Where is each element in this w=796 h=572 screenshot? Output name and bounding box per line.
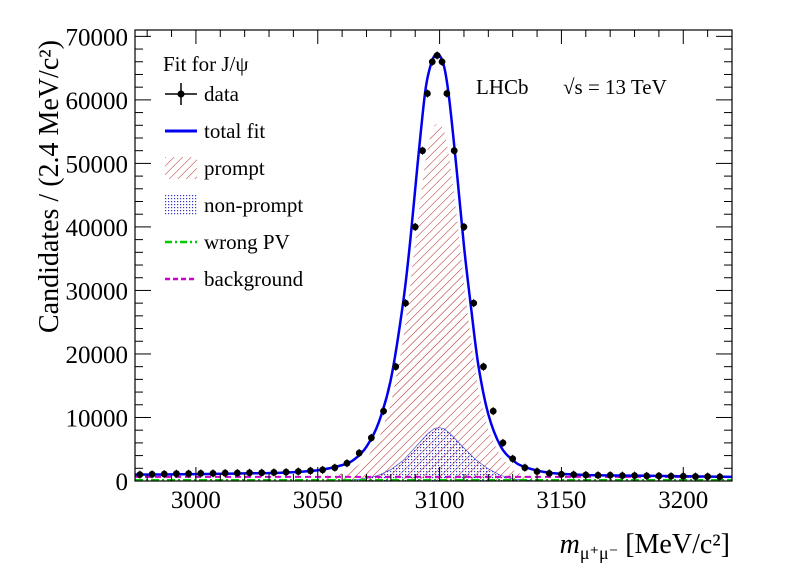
data-point <box>470 299 478 307</box>
y-axis-title: Candidates / (2.4 MeV/c²) <box>34 40 65 333</box>
legend-entry-background: background <box>165 267 304 291</box>
data-point <box>307 467 314 475</box>
y-tick-label: 0 <box>116 469 129 496</box>
x-tick-label: 3150 <box>536 487 586 514</box>
x-tick-label: 3100 <box>415 487 465 514</box>
y-tick-label: 50000 <box>66 151 129 178</box>
data-point <box>692 473 699 480</box>
legend-label: data <box>204 82 240 106</box>
data-point <box>618 472 626 480</box>
data-point <box>258 469 266 477</box>
x-axis-units: [MeV/c²] <box>625 529 730 560</box>
svg-text:mμ⁺μ⁻ [MeV/c²]: mμ⁺μ⁻ [MeV/c²] <box>560 529 730 563</box>
data-point <box>392 363 400 371</box>
data-point <box>185 470 193 478</box>
data-point <box>173 470 180 478</box>
data-point <box>570 471 578 479</box>
plot-frame <box>134 29 733 482</box>
legend-label: wrong PV <box>204 230 290 254</box>
data-point <box>197 469 205 477</box>
data-point <box>499 439 507 447</box>
legend-swatch-dot <box>177 90 185 98</box>
data-point <box>438 58 446 66</box>
data-point <box>246 469 253 477</box>
legend-title: Fit for J/ψ <box>163 52 249 76</box>
data-point <box>533 468 541 475</box>
data-point <box>545 469 553 477</box>
data-point <box>380 407 387 415</box>
data-point <box>419 147 426 155</box>
data-point <box>716 473 724 481</box>
x-axis-var: m <box>560 529 580 560</box>
data-point <box>294 468 302 475</box>
x-axis-title: mμ⁺μ⁻ [MeV/c²] <box>560 529 730 563</box>
x-tick-label: 3200 <box>658 487 708 514</box>
data-point <box>148 470 156 478</box>
data-point <box>450 147 458 155</box>
non-prompt-area <box>342 427 538 481</box>
data-point <box>331 464 339 472</box>
y-tick-label: 20000 <box>66 342 129 369</box>
data-point <box>594 471 602 479</box>
data-point <box>509 455 517 463</box>
data-point <box>402 299 409 307</box>
legend-label: background <box>204 267 304 291</box>
data-point <box>221 469 229 477</box>
data-point <box>424 90 431 97</box>
legend-entry-data: data <box>165 82 240 106</box>
data-point <box>433 52 441 59</box>
legend-entry-wrong-pv: wrong PV <box>165 230 290 254</box>
x-tick-label: 3050 <box>293 487 343 514</box>
data-point <box>160 470 168 478</box>
y-tick-label: 40000 <box>66 215 129 242</box>
legend-swatch <box>165 194 197 216</box>
data-point <box>233 469 241 477</box>
axes-layer: 3000 3050 3100 3150 3200 0 10000 20000 30000 4000… <box>66 24 733 514</box>
legend-swatch <box>165 157 197 179</box>
data-point <box>411 223 419 231</box>
data-point <box>667 472 675 480</box>
x-tick-label: 3000 <box>171 487 221 514</box>
y-tick-label: 10000 <box>66 405 129 432</box>
data-point <box>428 58 436 66</box>
x-axis-sub: μ⁺μ⁻ <box>580 543 618 563</box>
legend-entry-total-fit: total fit <box>165 119 265 143</box>
data-point <box>460 223 468 231</box>
legend-label: prompt <box>204 156 265 180</box>
data-point <box>489 407 497 415</box>
legend-label: total fit <box>204 119 265 143</box>
data-point <box>209 469 217 477</box>
data-point <box>521 464 529 472</box>
data-point <box>480 363 487 371</box>
legend: Fit for J/ψ data total fit prompt non-promp… <box>163 52 304 291</box>
legend-label: non-prompt <box>204 193 303 217</box>
energy-label: √s = 13 TeV <box>563 75 667 99</box>
experiment-label: LHCb <box>476 75 529 99</box>
data-point <box>355 449 363 457</box>
data-point <box>282 468 290 476</box>
legend-entry-prompt: prompt <box>165 156 265 180</box>
data-point <box>443 90 451 97</box>
prompt-area <box>293 122 550 481</box>
y-tick-label: 30000 <box>66 278 129 305</box>
data-point <box>136 471 144 479</box>
data-point <box>367 434 375 442</box>
legend-entry-non-prompt: non-prompt <box>165 193 303 217</box>
data-point <box>270 469 278 476</box>
data-point <box>343 459 351 467</box>
data-point <box>319 466 327 474</box>
y-tick-label: 70000 <box>66 24 129 51</box>
data-point <box>643 472 651 480</box>
y-tick-label: 60000 <box>66 88 129 115</box>
